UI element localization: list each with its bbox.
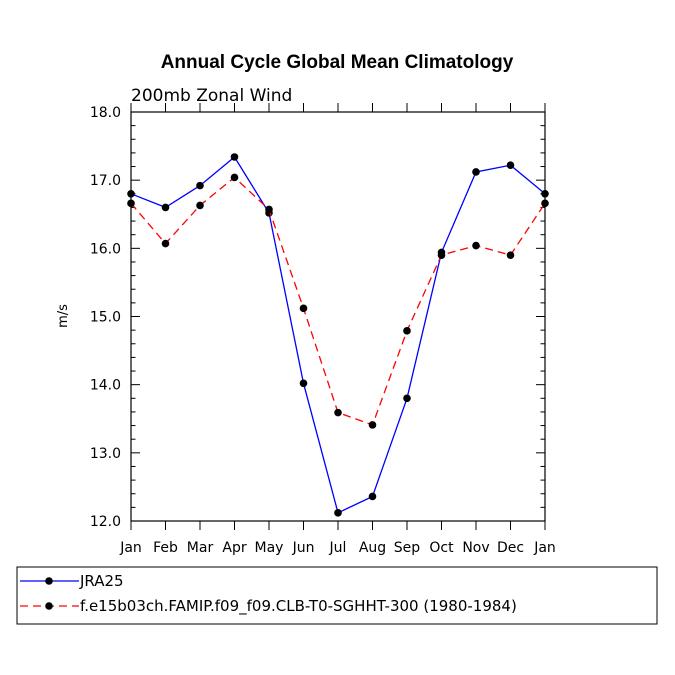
- series-layer: [127, 153, 549, 517]
- data-point: [334, 408, 342, 417]
- data-point: [368, 492, 377, 501]
- x-tick-label: Feb: [153, 540, 178, 556]
- series-line-0: [130, 156, 546, 514]
- y-tick-label: 15.0: [90, 310, 121, 326]
- data-point: [230, 153, 239, 161]
- x-tick-label: Dec: [497, 540, 524, 556]
- data-point: [472, 241, 480, 250]
- axes: 12.0 13.0 14.0 15.0 16.0 17.0 18.0 Jan Feb Mar Apr…: [90, 103, 556, 556]
- x-tick-label: Apr: [222, 540, 246, 556]
- y-tick-label: 12.0: [90, 514, 121, 530]
- data-point: [299, 379, 308, 388]
- data-point: [334, 509, 342, 517]
- data-point: [299, 304, 308, 313]
- legend-box: [16, 566, 658, 625]
- x-tick-label: Nov: [462, 540, 489, 556]
- data-point: [541, 190, 549, 198]
- x-tick-label: Jan: [533, 540, 556, 556]
- x-tick-label: May: [255, 540, 284, 556]
- y-tick-label: 13.0: [90, 446, 121, 462]
- data-point: [437, 251, 446, 259]
- x-tick-label: Sep: [394, 540, 421, 556]
- data-point: [403, 394, 411, 403]
- chart-title: Annual Cycle Global Mean Climatology: [161, 52, 514, 73]
- data-point: [541, 199, 549, 208]
- x-tick-label: Aug: [359, 540, 386, 556]
- legend-marker-1: [45, 602, 53, 610]
- y-tick-label: 18.0: [90, 105, 121, 121]
- series-line-1: [130, 176, 546, 426]
- x-tick-label: Jun: [292, 540, 315, 556]
- data-point: [403, 327, 411, 335]
- data-point: [368, 421, 377, 429]
- data-point: [127, 199, 135, 208]
- y-tick-label: 16.0: [90, 241, 121, 257]
- y-tick-label: 17.0: [90, 173, 121, 189]
- data-point: [161, 203, 170, 212]
- y-tick-label: 14.0: [90, 378, 121, 394]
- data-point: [230, 173, 239, 182]
- legend-label-1: f.e15b03ch.FAMIP.f09_f09.CLB-T0-SGHHT-30…: [80, 597, 517, 616]
- legend-label-0: JRA25: [79, 572, 124, 590]
- data-point: [161, 239, 170, 248]
- legend: JRA25 f.e15b03ch.FAMIP.f09_f09.CLB-T0-SGH…: [16, 566, 658, 625]
- x-tick-label: Mar: [187, 540, 214, 556]
- x-tick-label: Oct: [429, 540, 454, 556]
- data-point: [127, 190, 135, 198]
- data-point: [196, 201, 204, 210]
- data-point: [506, 161, 515, 169]
- y-axis-label: m/s: [56, 304, 71, 328]
- data-point: [506, 251, 515, 259]
- data-point: [472, 168, 480, 176]
- x-tick-label: Jul: [329, 540, 347, 556]
- legend-marker-0: [45, 577, 53, 585]
- data-point: [196, 181, 204, 190]
- chart-subtitle: 200mb Zonal Wind: [131, 86, 292, 106]
- data-point: [265, 205, 273, 214]
- x-tick-label: Jan: [119, 540, 142, 556]
- plot-frame: [130, 111, 546, 522]
